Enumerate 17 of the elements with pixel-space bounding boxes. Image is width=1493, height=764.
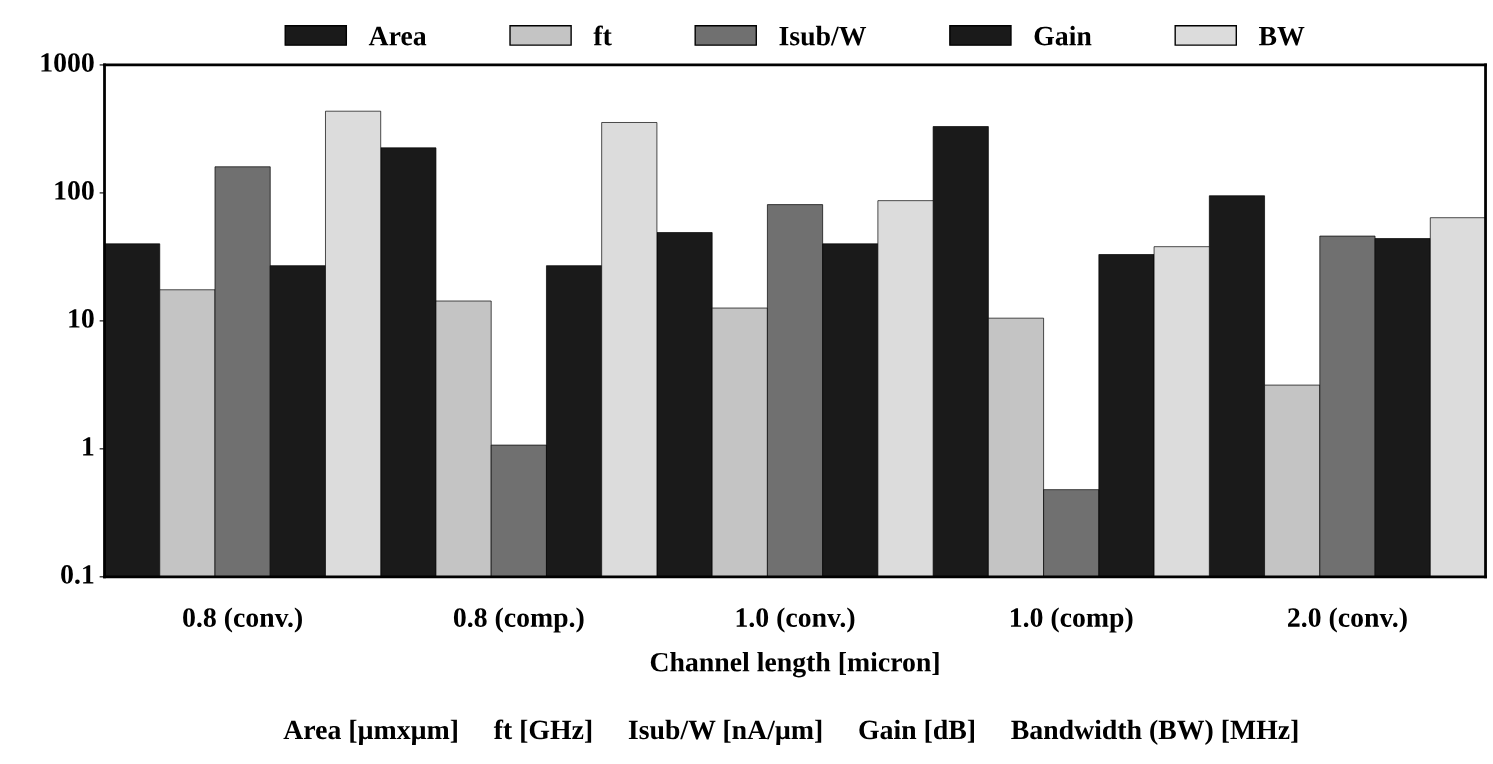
legend-label: Gain — [1034, 25, 1092, 46]
y-tick-label: 10 — [69, 309, 94, 328]
y-tick-label: 1000 — [41, 53, 94, 72]
x-tick-label: 0.8 (comp.) — [453, 607, 584, 633]
x-tick-label: 1.0 (conv.) — [736, 607, 855, 633]
x-axis-title: Channel length [micron] — [650, 652, 939, 678]
y-tick-label: 100 — [55, 181, 94, 200]
legend-label: ft — [593, 25, 612, 46]
x-tick-label: 2.0 (conv.) — [1288, 607, 1407, 633]
text: Area [µmxµm] ft [GHz] Isub/W [nA/µm] Gain [dB] Bandwidth (BW) [MHz] — [283, 719, 1298, 745]
legend-label: Area — [368, 26, 427, 46]
x-tick-label: 0.8 (conv.) — [183, 607, 302, 633]
legend-label: BW — [1258, 26, 1305, 46]
y-tick-label: 1 — [83, 437, 94, 456]
x-tick-label: 1.0 (comp) — [1010, 607, 1133, 633]
y-tick-label: 0.1 — [61, 565, 94, 584]
legend-label: Isub/W — [779, 25, 867, 46]
